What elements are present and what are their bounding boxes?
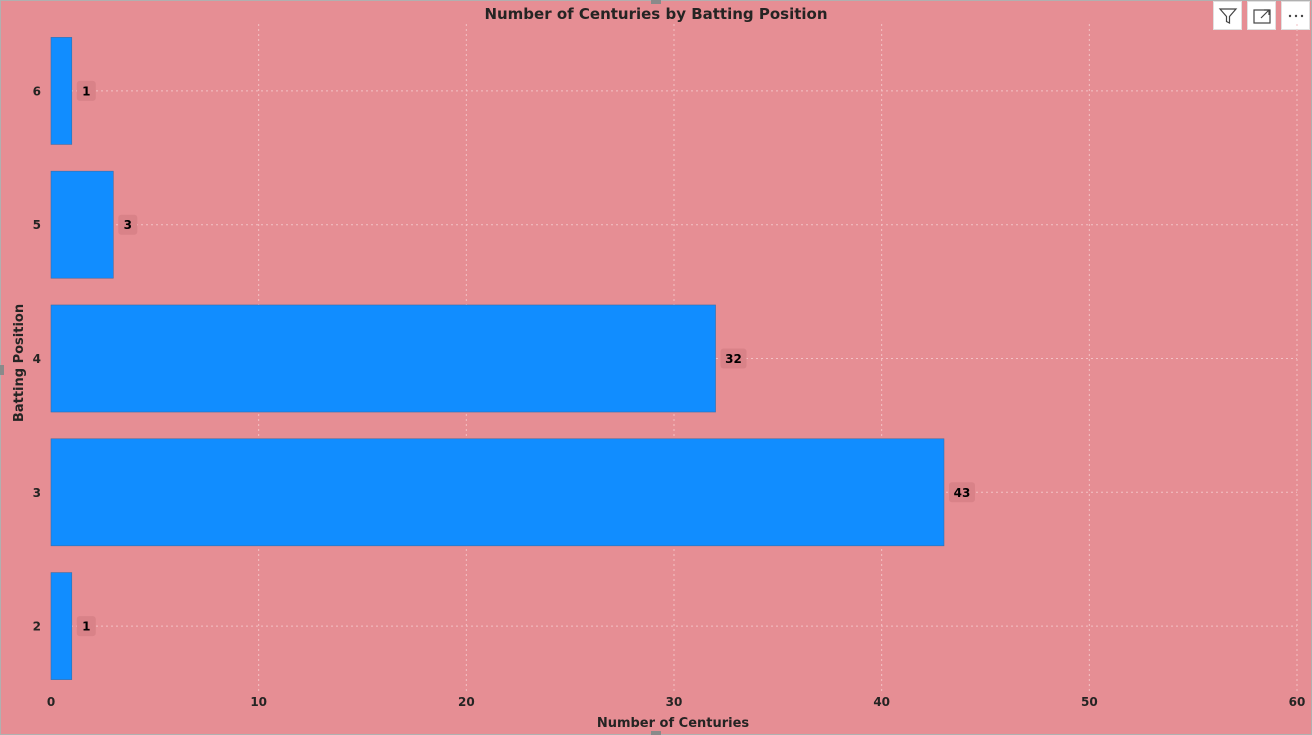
data-label-bg (948, 482, 975, 503)
filter-icon (1218, 7, 1237, 24)
bar-position-5[interactable] (50, 170, 114, 279)
resize-handle-top[interactable] (651, 0, 661, 4)
data-label-bg (720, 348, 747, 369)
y-tick-label: 4 (33, 352, 41, 366)
x-tick-label: 60 (1289, 695, 1306, 709)
y-tick-label: 5 (33, 218, 41, 232)
x-tick-label: 30 (666, 695, 683, 709)
data-label: 1 (82, 620, 90, 634)
bar-position-6[interactable] (50, 37, 73, 145)
data-label: 43 (954, 486, 971, 500)
y-tick-label: 3 (33, 486, 41, 500)
data-label: 3 (124, 218, 132, 232)
focus-mode-icon (1252, 8, 1271, 24)
resize-handle-left[interactable] (0, 365, 4, 375)
y-tick-label: 2 (33, 620, 41, 634)
bar-position-3[interactable] (50, 438, 945, 547)
more-options-icon (1288, 14, 1303, 17)
filter-button[interactable] (1213, 1, 1242, 30)
x-axis-ticks: 0 10 20 30 40 50 60 (47, 695, 1306, 709)
data-label-bg (76, 616, 96, 637)
y-axis-title: Batting Position (12, 304, 27, 422)
visual-toolbar (1213, 1, 1310, 30)
bars: 1 3 32 43 1 (50, 37, 975, 680)
bar-position-4[interactable] (50, 304, 716, 413)
resize-handle-bottom[interactable] (651, 731, 661, 735)
x-axis-title: Number of Centuries (597, 716, 750, 731)
data-label-bg (76, 80, 96, 101)
x-tick-label: 10 (250, 695, 267, 709)
data-label: 1 (82, 84, 90, 98)
focus-mode-button[interactable] (1247, 1, 1276, 30)
y-tick-label: 6 (33, 84, 41, 98)
y-axis-ticks: 6 5 4 3 2 (33, 84, 41, 633)
x-tick-label: 50 (1081, 695, 1098, 709)
x-tick-label: 0 (47, 695, 55, 709)
more-options-button[interactable] (1281, 1, 1310, 30)
x-tick-label: 40 (873, 695, 890, 709)
bar-position-2[interactable] (50, 572, 73, 680)
data-label-bg (118, 214, 138, 235)
x-tick-label: 20 (458, 695, 475, 709)
chart-title: Number of Centuries by Batting Position (484, 5, 828, 23)
gridlines (51, 24, 1298, 693)
data-label: 32 (725, 352, 742, 366)
